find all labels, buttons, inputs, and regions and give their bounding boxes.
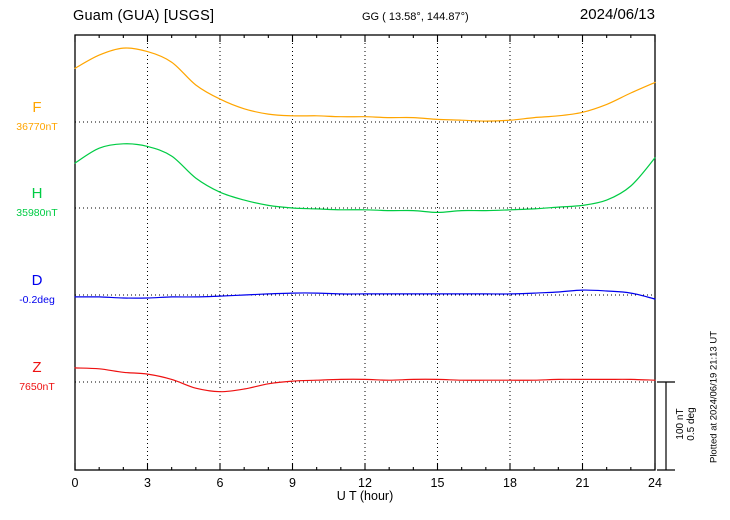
x-tick-label: 0 bbox=[72, 476, 79, 490]
trace-Z bbox=[74, 367, 656, 393]
series-baseline-D: -0.2deg bbox=[19, 294, 55, 306]
station-title: Guam (GUA) [USGS] bbox=[73, 8, 215, 24]
scale-bar-label: 100 nT 0.5 deg bbox=[675, 407, 697, 440]
trace-F bbox=[74, 47, 656, 122]
series-letter-F: F bbox=[32, 99, 42, 116]
series-label-F: F 36770nT bbox=[4, 100, 70, 133]
series-label-H: H 35980nT bbox=[4, 186, 70, 219]
x-tick-label: 6 bbox=[217, 476, 224, 490]
series-letter-H: H bbox=[31, 185, 43, 202]
trace-D bbox=[74, 289, 656, 300]
x-axis-title: U T (hour) bbox=[336, 489, 394, 503]
geographic-coords: GG ( 13.58°, 144.87°) bbox=[362, 11, 469, 23]
x-tick-label: 12 bbox=[358, 476, 372, 490]
x-tick-label: 15 bbox=[431, 476, 445, 490]
scale-bar-deg: 0.5 deg bbox=[686, 407, 697, 441]
x-tick-label: 18 bbox=[503, 476, 517, 490]
series-letter-D: D bbox=[31, 272, 43, 289]
trace-H bbox=[74, 143, 656, 213]
plotted-at-note: Plotted at 2024/06/19 21:13 UT bbox=[708, 330, 720, 464]
series-baseline-H: 35980nT bbox=[16, 207, 58, 219]
series-letter-Z: Z bbox=[32, 359, 42, 376]
series-label-Z: Z 7650nT bbox=[4, 360, 70, 393]
plot-date: 2024/06/13 bbox=[579, 6, 655, 23]
series-baseline-Z: 7650nT bbox=[19, 381, 55, 393]
series-label-D: D -0.2deg bbox=[4, 273, 70, 306]
x-tick-label: 3 bbox=[144, 476, 151, 490]
series-baseline-F: 36770nT bbox=[16, 121, 58, 133]
x-tick-label: 21 bbox=[576, 476, 590, 490]
x-tick-label: 9 bbox=[289, 476, 296, 490]
scale-bar-nT: 100 nT bbox=[675, 408, 686, 440]
plot-frame bbox=[74, 34, 656, 471]
x-tick-label: 24 bbox=[648, 476, 662, 490]
